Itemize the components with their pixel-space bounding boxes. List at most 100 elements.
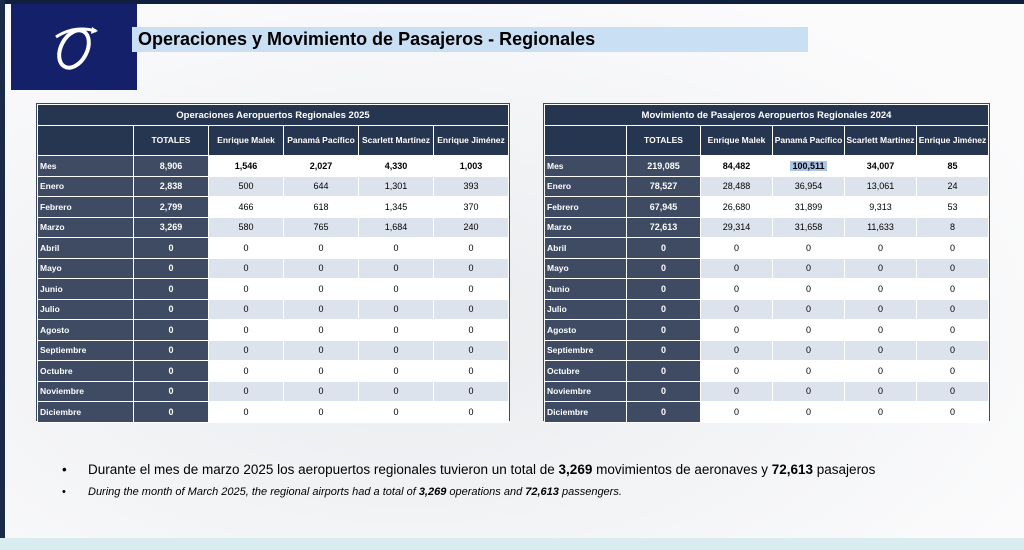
value-cell: 0 [916,401,989,423]
value-cell: 26,680 [700,196,773,218]
passengers-row: Mayo 0 0 0 0 0 [544,257,989,279]
value-cell: 0 [208,339,284,361]
row-label: Abril [544,237,627,259]
passengers-header-malek: Enrique Malek [700,125,773,156]
total-cell: 2,799 [133,196,209,218]
passengers-row: Julio 0 0 0 0 0 [544,298,989,320]
passengers-row: Septiembre 0 0 0 0 0 [544,339,989,361]
value-cell: 9,313 [844,196,917,218]
operations-header-jimenez: Enrique Jiménez [433,125,509,156]
passengers-row: Diciembre 0 0 0 0 0 [544,401,989,423]
total-cell: 0 [626,380,701,402]
value-cell: 0 [358,339,434,361]
value-cell: 0 [916,237,989,259]
value-cell: 0 [208,298,284,320]
total-cell: 0 [626,278,701,300]
total-cell: 0 [133,380,209,402]
operations-header-martinez: Scarlett Martínez [358,125,434,156]
bullet-icon: • [62,462,67,477]
value-cell: 0 [916,278,989,300]
total-cell: 0 [626,339,701,361]
passengers-row: Abril 0 0 0 0 0 [544,237,989,259]
summary-es-passengers: 72,613 [771,462,814,477]
total-cell: 0 [133,237,209,259]
value-cell: 0 [358,360,434,382]
value-cell: 0 [700,339,773,361]
operations-table-panel: Operaciones Aeropuertos Regionales 2025 … [36,103,510,423]
total-cell: 0 [626,319,701,341]
total-cell: 219,085 [626,155,701,177]
value-cell: 85 [916,155,989,177]
value-cell: 0 [700,360,773,382]
value-cell: 0 [358,278,434,300]
value-cell: 0 [208,360,284,382]
value-cell: 28,488 [700,175,773,197]
value-cell: 0 [844,278,917,300]
operations-table-caption: Operaciones Aeropuertos Regionales 2025 [37,104,509,126]
passengers-row: Enero 78,527 28,488 36,954 13,061 24 [544,175,989,197]
value-cell: 1,301 [358,175,434,197]
value-cell: 0 [433,360,509,382]
value-cell: 0 [433,339,509,361]
value-cell: 0 [700,278,773,300]
total-cell: 0 [626,257,701,279]
summary-bullets: • Durante el mes de marzo 2025 los aerop… [62,461,972,498]
row-label: Mes [544,155,627,177]
operations-row: Junio 0 0 0 0 0 [37,278,509,300]
row-label: Febrero [544,196,627,218]
total-cell: 0 [133,319,209,341]
value-cell: 580 [208,216,284,238]
total-cell: 67,945 [626,196,701,218]
value-cell: 0 [433,278,509,300]
page-title: Operaciones y Movimiento de Pasajeros - … [138,29,596,49]
value-cell: 0 [358,298,434,320]
value-cell: 0 [772,380,845,402]
value-cell: 765 [283,216,359,238]
value-cell: 0 [433,237,509,259]
passengers-table-caption: Movimiento de Pasajeros Aeropuertos Regi… [544,104,989,126]
value-cell: 1,546 [208,155,284,177]
passengers-row: Junio 0 0 0 0 0 [544,278,989,300]
total-cell: 0 [133,360,209,382]
row-label: Julio [37,298,134,320]
row-label: Enero [544,175,627,197]
value-cell: 1,003 [433,155,509,177]
value-cell: 0 [772,360,845,382]
operations-row: Agosto 0 0 0 0 0 [37,319,509,341]
value-cell: 0 [700,257,773,279]
row-label: Septiembre [544,339,627,361]
value-cell: 1,684 [358,216,434,238]
row-label: Mayo [544,257,627,279]
value-cell: 0 [916,360,989,382]
left-rule [0,0,5,550]
total-cell: 0 [133,278,209,300]
value-cell: 0 [283,298,359,320]
bottom-rule [0,538,1024,550]
row-label: Octubre [544,360,627,382]
value-cell: 0 [772,298,845,320]
value-cell: 0 [844,237,917,259]
value-cell: 240 [433,216,509,238]
value-cell: 0 [844,257,917,279]
value-cell: 0 [358,319,434,341]
value-cell: 0 [844,319,917,341]
value-cell: 0 [844,401,917,423]
operations-header-totales: TOTALES [133,125,209,156]
passengers-row: Febrero 67,945 26,680 31,899 9,313 53 [544,196,989,218]
row-label: Julio [544,298,627,320]
value-cell: 100,511 [772,155,845,177]
row-label: Noviembre [544,380,627,402]
total-cell: 2,838 [133,175,209,197]
value-cell: 0 [433,401,509,423]
passengers-row: Agosto 0 0 0 0 0 [544,319,989,341]
operations-row: Abril 0 0 0 0 0 [37,237,509,259]
value-cell: 0 [700,401,773,423]
value-cell: 0 [208,278,284,300]
value-cell: 0 [772,278,845,300]
value-cell: 0 [283,401,359,423]
total-cell: 0 [626,298,701,320]
row-label: Febrero [37,196,134,218]
value-cell: 11,633 [844,216,917,238]
airport-logo-icon [11,4,137,90]
total-cell: 72,613 [626,216,701,238]
